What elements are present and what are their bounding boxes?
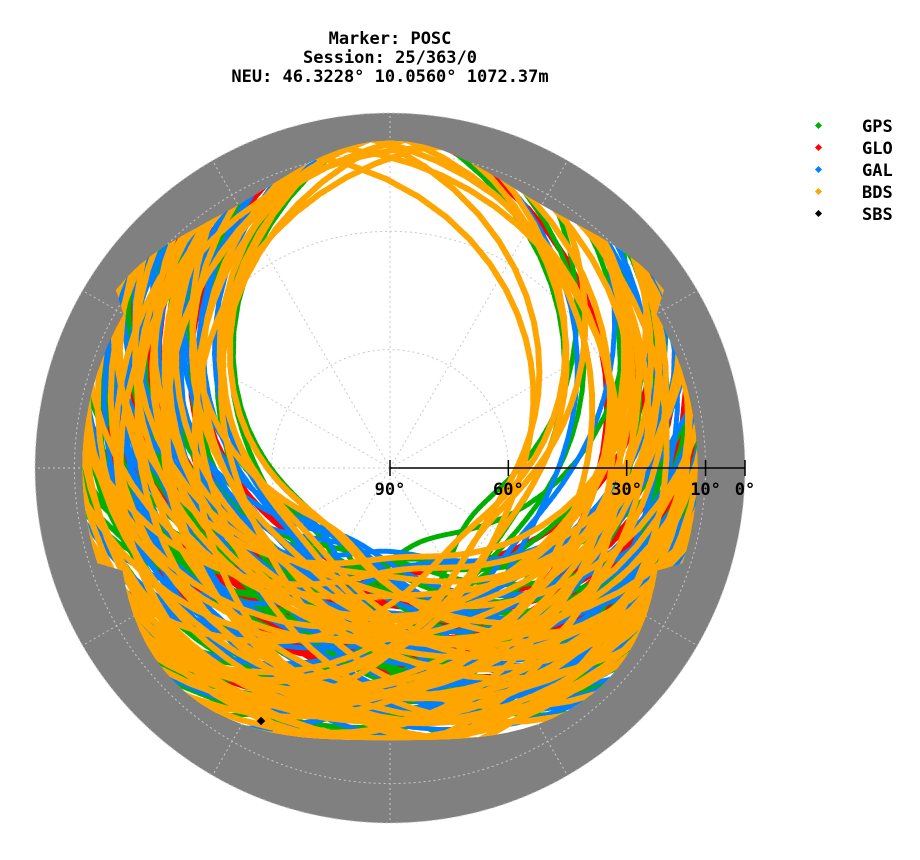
bds-track [176,143,624,741]
legend-marker-sbs [814,209,823,218]
legend-label-gal: GAL [862,161,893,181]
title-session: Session: 25/363/0 [303,48,477,68]
legend-label-sbs: SBS [862,205,893,225]
legend-label-bds: BDS [862,183,893,203]
legend-marker-glo [814,143,823,152]
azimuth-spoke [389,467,568,776]
elevation-tick-label: 10° [690,480,721,500]
bds-track [82,210,670,701]
bds-track [82,148,537,685]
bds-track [116,210,655,620]
azimuth-spoke [82,467,391,646]
azimuth-spoke [389,467,698,646]
bds-track [149,162,698,643]
elevation-tick-label: 60° [493,480,524,500]
chart-title: Marker: POSC Session: 25/363/0 NEU: 46.3… [180,30,600,87]
legend-marker-gps [814,121,823,130]
legend-marker-gal [814,165,823,174]
bds-track [112,140,609,741]
elevation-tick-label: 90° [375,480,406,500]
title-marker: Marker: POSC [328,29,452,49]
azimuth-spoke [212,467,391,776]
sbs-point [256,716,266,726]
bds-track [161,152,698,643]
bds-track [82,140,543,676]
legend-marker-bds [814,187,823,196]
title-neu: NEU: 46.3228° 10.0560° 1072.37m [231,67,549,87]
bds-track [109,140,617,741]
legend-label-glo: GLO [862,139,893,159]
elevation-tick-label: 30° [611,480,642,500]
bds-track [188,143,698,660]
bds-track [94,228,698,727]
bds-track [109,227,650,567]
legend-label-gps: GPS [862,117,893,137]
bds-track [194,140,659,726]
elevation-tick-label: 0° [735,480,755,500]
